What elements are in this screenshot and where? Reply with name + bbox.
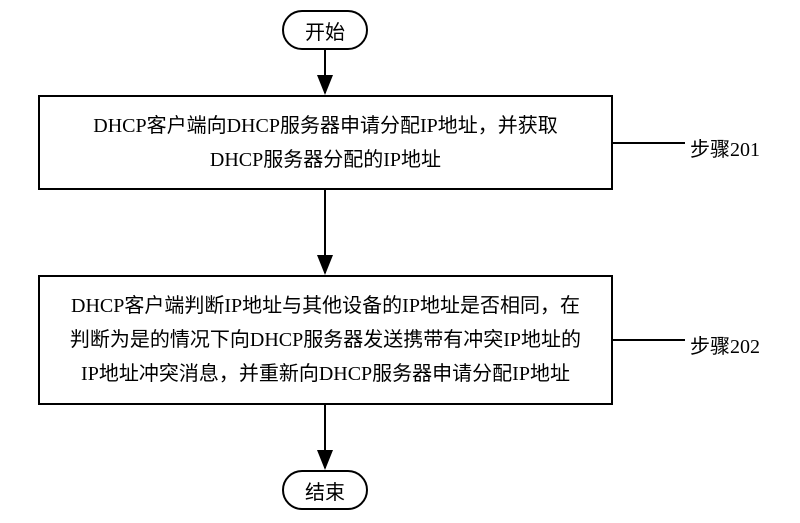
process-step-1-text: DHCP客户端向DHCP服务器申请分配IP地址，并获取DHCP服务器分配的IP地… [93, 109, 557, 177]
end-terminator: 结束 [282, 470, 368, 510]
end-label: 结束 [305, 476, 345, 505]
step-label-2: 步骤202 [690, 330, 760, 359]
start-terminator: 开始 [282, 10, 368, 50]
start-label: 开始 [305, 16, 345, 45]
step-label-1-text: 步骤201 [690, 139, 760, 161]
arrows-layer [0, 0, 800, 523]
process-step-1: DHCP客户端向DHCP服务器申请分配IP地址，并获取DHCP服务器分配的IP地… [38, 95, 613, 190]
step-label-1: 步骤201 [690, 133, 760, 162]
step-label-2-text: 步骤202 [690, 336, 760, 358]
process-step-2: DHCP客户端判断IP地址与其他设备的IP地址是否相同，在判断为是的情况下向DH… [38, 275, 613, 405]
flowchart-canvas: 开始 DHCP客户端向DHCP服务器申请分配IP地址，并获取DHCP服务器分配的… [0, 0, 800, 523]
process-step-2-text: DHCP客户端判断IP地址与其他设备的IP地址是否相同，在判断为是的情况下向DH… [70, 289, 581, 391]
